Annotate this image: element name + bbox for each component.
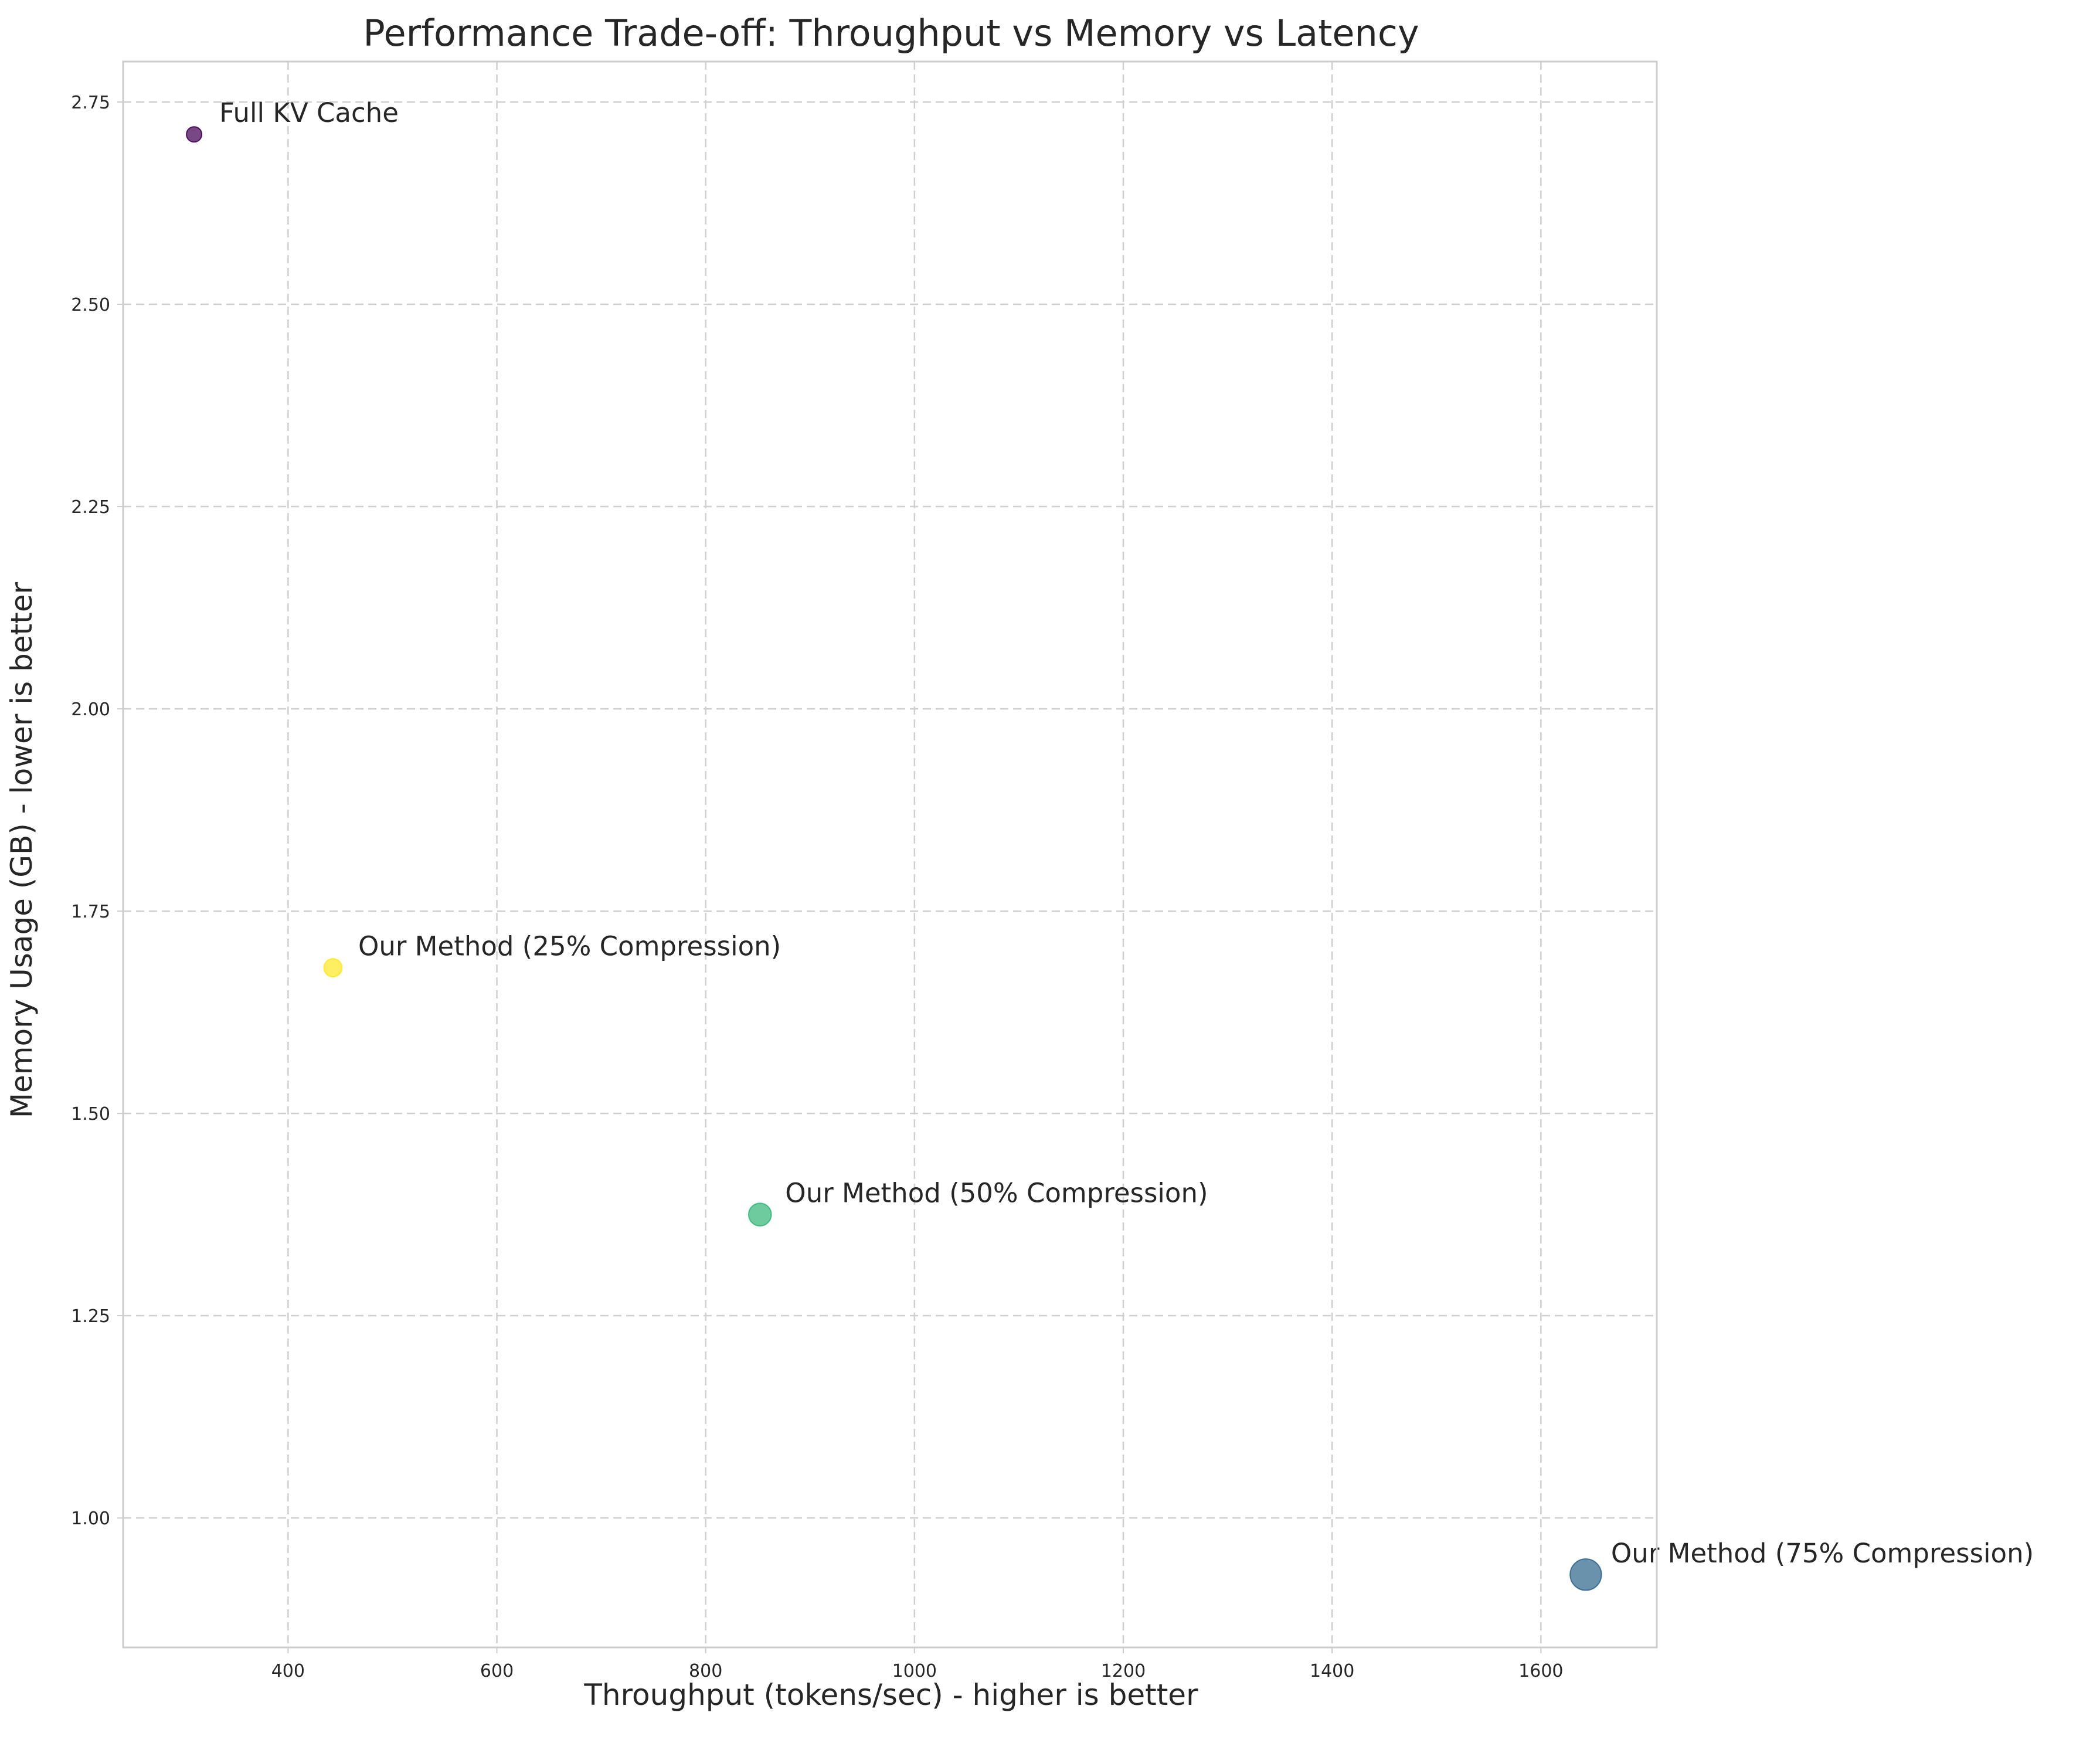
chart-title: Performance Trade-off: Throughput vs Mem… bbox=[363, 12, 1419, 55]
y-tick-label: 2.50 bbox=[71, 295, 110, 315]
y-axis-label: Memory Usage (GB) - lower is better bbox=[5, 582, 39, 1118]
axis-ticks: 400 600 800 1000 1200 1400 1600 1.00 1.25 1.50 1.7… bbox=[71, 93, 1563, 1681]
grid-lines bbox=[123, 62, 1657, 1647]
data-point bbox=[748, 1202, 772, 1226]
data-point-label: Our Method (50% Compression) bbox=[785, 1178, 1208, 1209]
data-point bbox=[323, 958, 343, 978]
x-tick-label: 1200 bbox=[1101, 1661, 1146, 1681]
y-tick-label: 2.75 bbox=[71, 93, 110, 113]
data-point bbox=[186, 126, 203, 143]
data-point-label: Our Method (25% Compression) bbox=[358, 931, 781, 962]
x-tick-label: 600 bbox=[480, 1661, 514, 1681]
data-point-label: Full KV Cache bbox=[219, 97, 399, 128]
x-tick-label: 800 bbox=[689, 1661, 722, 1681]
x-tick-label: 1000 bbox=[892, 1661, 937, 1681]
y-tick-label: 1.25 bbox=[71, 1306, 110, 1327]
x-axis-label: Throughput (tokens/sec) - higher is bett… bbox=[583, 1678, 1198, 1712]
x-tick-label: 1400 bbox=[1310, 1661, 1354, 1681]
x-tick-label: 400 bbox=[271, 1661, 305, 1681]
y-tick-label: 1.00 bbox=[71, 1508, 110, 1529]
plot-frame bbox=[122, 60, 1658, 1649]
data-points bbox=[186, 126, 1602, 1591]
data-point bbox=[1569, 1558, 1602, 1591]
point-labels: Full KV Cache Our Method (25% Compression… bbox=[219, 97, 2034, 1569]
y-tick-label: 2.00 bbox=[71, 699, 110, 720]
data-point-label: Our Method (75% Compression) bbox=[1611, 1538, 2034, 1569]
y-tick-label: 1.50 bbox=[71, 1104, 110, 1124]
y-tick-label: 2.25 bbox=[71, 497, 110, 518]
y-tick-label: 1.75 bbox=[71, 902, 110, 922]
x-tick-label: 1600 bbox=[1518, 1661, 1563, 1681]
